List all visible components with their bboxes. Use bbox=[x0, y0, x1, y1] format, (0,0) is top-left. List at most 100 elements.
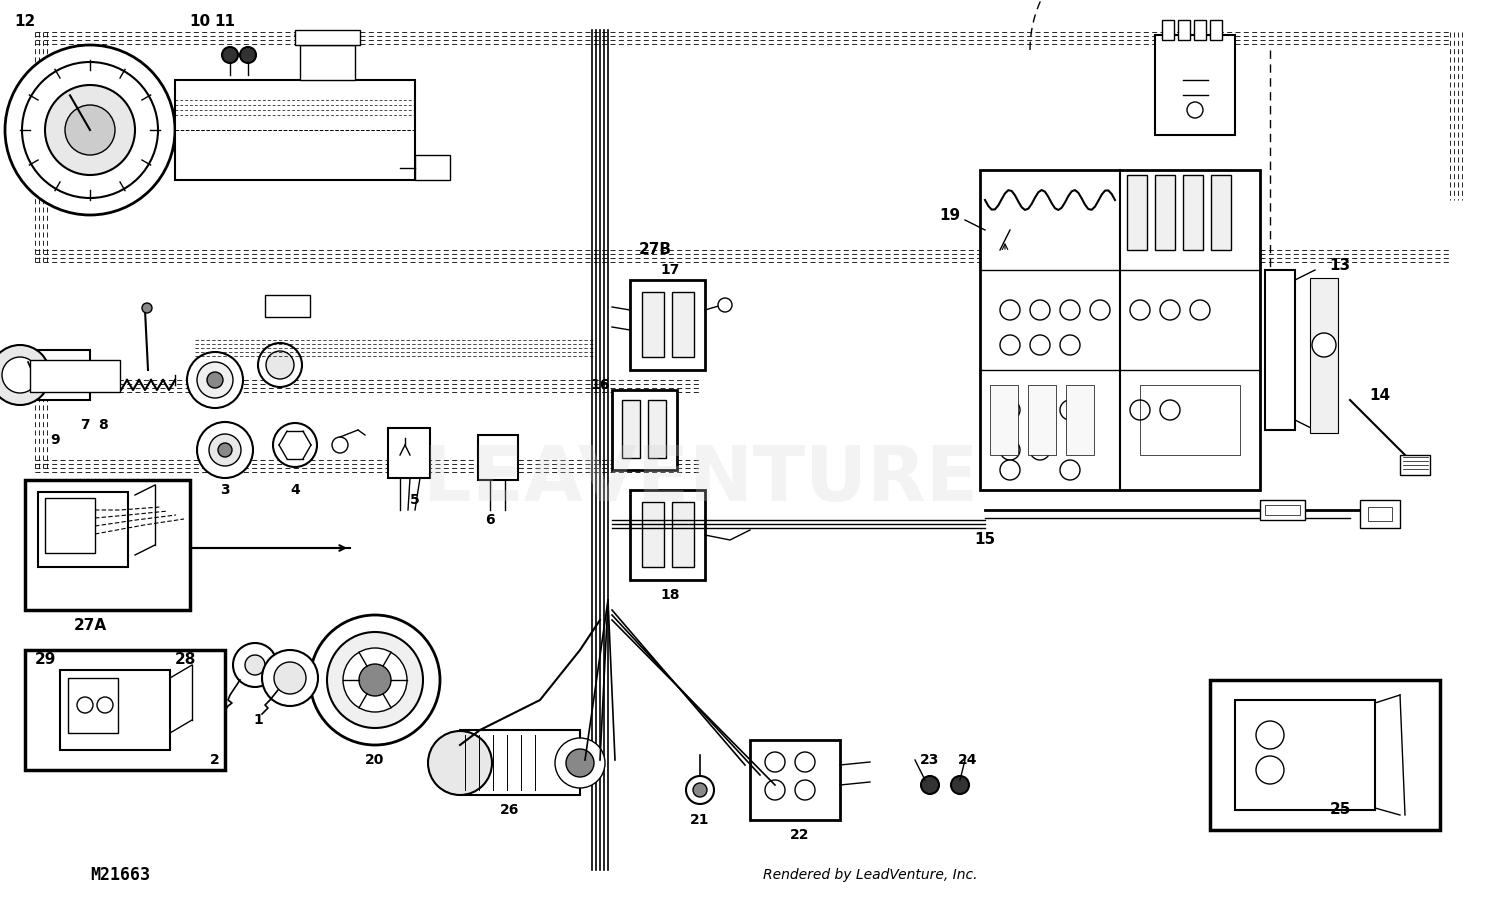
Bar bbox=[672, 292, 694, 357]
Circle shape bbox=[273, 423, 316, 467]
Bar bbox=[1155, 175, 1174, 250]
Text: 20: 20 bbox=[366, 753, 384, 767]
Circle shape bbox=[427, 731, 492, 795]
Bar bbox=[68, 678, 118, 733]
Bar bbox=[1162, 20, 1174, 40]
Circle shape bbox=[1030, 440, 1050, 460]
Bar bbox=[416, 155, 450, 180]
Circle shape bbox=[1030, 400, 1050, 420]
Text: 4: 4 bbox=[290, 483, 300, 497]
Text: 26: 26 bbox=[501, 803, 519, 817]
Circle shape bbox=[1190, 300, 1210, 320]
Bar bbox=[1400, 455, 1429, 475]
Text: 18: 18 bbox=[660, 588, 680, 602]
Bar bbox=[20, 350, 90, 400]
Circle shape bbox=[1130, 400, 1150, 420]
Circle shape bbox=[262, 650, 318, 706]
Circle shape bbox=[555, 738, 604, 788]
Circle shape bbox=[1000, 300, 1020, 320]
Text: 12: 12 bbox=[15, 14, 36, 30]
Bar bbox=[1126, 175, 1148, 250]
Circle shape bbox=[1160, 300, 1180, 320]
Circle shape bbox=[327, 632, 423, 728]
Circle shape bbox=[693, 783, 706, 797]
Text: 15: 15 bbox=[975, 532, 996, 548]
Bar bbox=[1210, 20, 1222, 40]
Circle shape bbox=[266, 351, 294, 379]
Bar bbox=[1155, 35, 1234, 135]
Bar bbox=[648, 400, 666, 458]
Bar bbox=[630, 490, 705, 580]
Text: M21663: M21663 bbox=[90, 866, 150, 884]
Circle shape bbox=[765, 780, 784, 800]
Text: 5: 5 bbox=[410, 493, 420, 507]
Text: 8: 8 bbox=[98, 418, 108, 432]
Circle shape bbox=[310, 615, 440, 745]
Bar bbox=[296, 30, 360, 45]
Bar bbox=[612, 390, 676, 470]
Circle shape bbox=[217, 443, 232, 457]
Bar bbox=[1140, 385, 1240, 455]
Text: 6: 6 bbox=[484, 513, 495, 527]
Circle shape bbox=[1256, 721, 1284, 749]
Circle shape bbox=[0, 345, 50, 405]
Text: 29: 29 bbox=[34, 652, 56, 667]
Circle shape bbox=[1060, 300, 1080, 320]
Bar bbox=[38, 492, 128, 567]
Text: Rendered by LeadVenture, Inc.: Rendered by LeadVenture, Inc. bbox=[762, 868, 978, 882]
Bar bbox=[642, 502, 664, 567]
Bar bbox=[266, 295, 310, 317]
Text: 13: 13 bbox=[1329, 257, 1350, 272]
Bar bbox=[672, 502, 694, 567]
Circle shape bbox=[921, 776, 939, 794]
Bar bbox=[1310, 278, 1338, 433]
Circle shape bbox=[1030, 335, 1050, 355]
Bar bbox=[1210, 680, 1440, 830]
Circle shape bbox=[1186, 102, 1203, 118]
Text: LEAVENTURE: LEAVENTURE bbox=[423, 443, 978, 517]
Bar bbox=[1184, 175, 1203, 250]
Bar bbox=[1234, 700, 1376, 810]
Bar bbox=[1360, 500, 1400, 528]
Bar bbox=[26, 480, 190, 610]
Bar bbox=[1260, 500, 1305, 520]
Bar bbox=[300, 45, 355, 80]
Circle shape bbox=[358, 664, 392, 696]
Circle shape bbox=[222, 47, 238, 63]
Circle shape bbox=[765, 752, 784, 772]
Circle shape bbox=[98, 697, 112, 713]
Text: 10: 10 bbox=[189, 14, 210, 30]
Text: 28: 28 bbox=[174, 652, 195, 667]
Circle shape bbox=[188, 352, 243, 408]
Text: 2: 2 bbox=[210, 753, 220, 767]
Circle shape bbox=[2, 357, 38, 393]
Circle shape bbox=[240, 47, 256, 63]
Bar bbox=[1194, 20, 1206, 40]
Circle shape bbox=[232, 643, 278, 687]
Circle shape bbox=[332, 437, 348, 453]
Text: 17: 17 bbox=[660, 263, 680, 277]
Circle shape bbox=[1090, 300, 1110, 320]
Text: 3: 3 bbox=[220, 483, 230, 497]
Bar bbox=[622, 400, 640, 458]
Bar bbox=[1368, 507, 1392, 521]
Circle shape bbox=[344, 648, 406, 712]
Text: 7: 7 bbox=[80, 418, 90, 432]
Circle shape bbox=[1000, 460, 1020, 480]
Circle shape bbox=[274, 662, 306, 694]
Circle shape bbox=[1030, 300, 1050, 320]
Text: 9: 9 bbox=[50, 433, 60, 447]
Circle shape bbox=[4, 45, 176, 215]
Circle shape bbox=[718, 298, 732, 312]
Text: 24: 24 bbox=[958, 753, 978, 767]
Circle shape bbox=[196, 362, 232, 398]
Circle shape bbox=[64, 105, 116, 155]
Text: 19: 19 bbox=[939, 207, 960, 223]
Bar bbox=[388, 428, 430, 478]
Text: 16: 16 bbox=[591, 378, 609, 392]
Circle shape bbox=[1312, 333, 1336, 357]
Circle shape bbox=[686, 776, 714, 804]
Circle shape bbox=[1060, 460, 1080, 480]
Circle shape bbox=[1060, 335, 1080, 355]
Circle shape bbox=[142, 303, 152, 313]
